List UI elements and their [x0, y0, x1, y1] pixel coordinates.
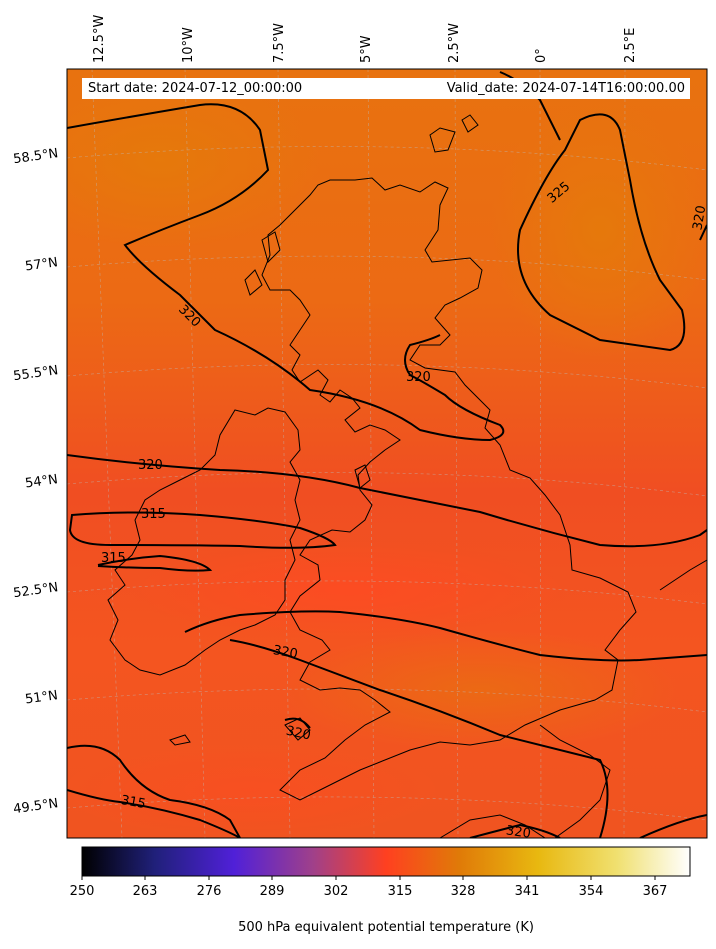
- contour-label: 320: [285, 724, 312, 744]
- contour-325: [517, 113, 686, 352]
- colorbar-label: 500 hPa equivalent potential temperature…: [238, 920, 534, 935]
- contour-label: 320: [505, 823, 532, 841]
- colorbar-tick-label: 302: [323, 884, 349, 899]
- contour-320-south2: [229, 639, 609, 838]
- colorbar-tick-label: 315: [387, 884, 413, 899]
- coastlines: [107, 114, 707, 838]
- colorbar-tick-label: 263: [132, 884, 158, 899]
- contour-320-right: [699, 224, 707, 241]
- contour-label: 315: [141, 507, 166, 522]
- lon-label: 2.5°E: [623, 27, 638, 63]
- colorbar-tick-label: 289: [259, 884, 285, 899]
- contours: [67, 71, 707, 838]
- colorbar-tick-label: 354: [578, 884, 604, 899]
- contour-label: 320: [272, 643, 299, 662]
- lon-label: 2.5°W: [447, 22, 462, 63]
- map-frame: [66, 68, 708, 839]
- colorbar-tick-label: 250: [69, 884, 95, 899]
- lon-label: 12.5°W: [92, 14, 107, 63]
- contour-315-north: [68, 511, 337, 549]
- lon-label: 5°W: [359, 35, 374, 63]
- lon-label: 10°W: [181, 27, 196, 63]
- graticule: [67, 69, 707, 838]
- contour-315-bottom: [67, 789, 241, 838]
- valid-date: Valid_date: 2024-07-14T16:00:00.00: [446, 81, 685, 96]
- colorbar: [81, 846, 691, 877]
- date-info-box: Start date: 2024-07-12_00:00:00 Valid_da…: [82, 78, 690, 99]
- colorbar-tick-label: 328: [450, 884, 476, 899]
- ireland-coast: [107, 407, 301, 676]
- contour-label: 320: [690, 204, 709, 231]
- colorbar-tick-label: 367: [642, 884, 668, 899]
- contour-320-bottom: [67, 744, 241, 838]
- start-date: Start date: 2024-07-12_00:00:00: [88, 81, 303, 96]
- contour-label: 320: [138, 458, 163, 473]
- lon-label: 0°: [534, 48, 549, 63]
- contour-320-lower-right: [469, 823, 561, 838]
- colorbar-tick-label: 276: [196, 884, 222, 899]
- contour-label: 320: [406, 370, 431, 385]
- contour-label: 315: [120, 793, 147, 812]
- contour-320-north: [67, 103, 505, 442]
- temperature-field: 325 320 320 320 320 315 315 320 320 315 …: [67, 69, 709, 841]
- contour-320-mid: [67, 454, 707, 548]
- contour-320-ne: [639, 814, 707, 838]
- colorbar-ticks: [81, 876, 656, 880]
- colorbar-tick-label: 341: [514, 884, 540, 899]
- great-britain-coast: [261, 177, 637, 801]
- contour-label: 315: [101, 551, 126, 566]
- contour-320-south: [184, 610, 707, 662]
- france-coast: [539, 724, 611, 838]
- contour-315-mid: [97, 554, 213, 572]
- lon-label: 7.5°W: [272, 22, 287, 63]
